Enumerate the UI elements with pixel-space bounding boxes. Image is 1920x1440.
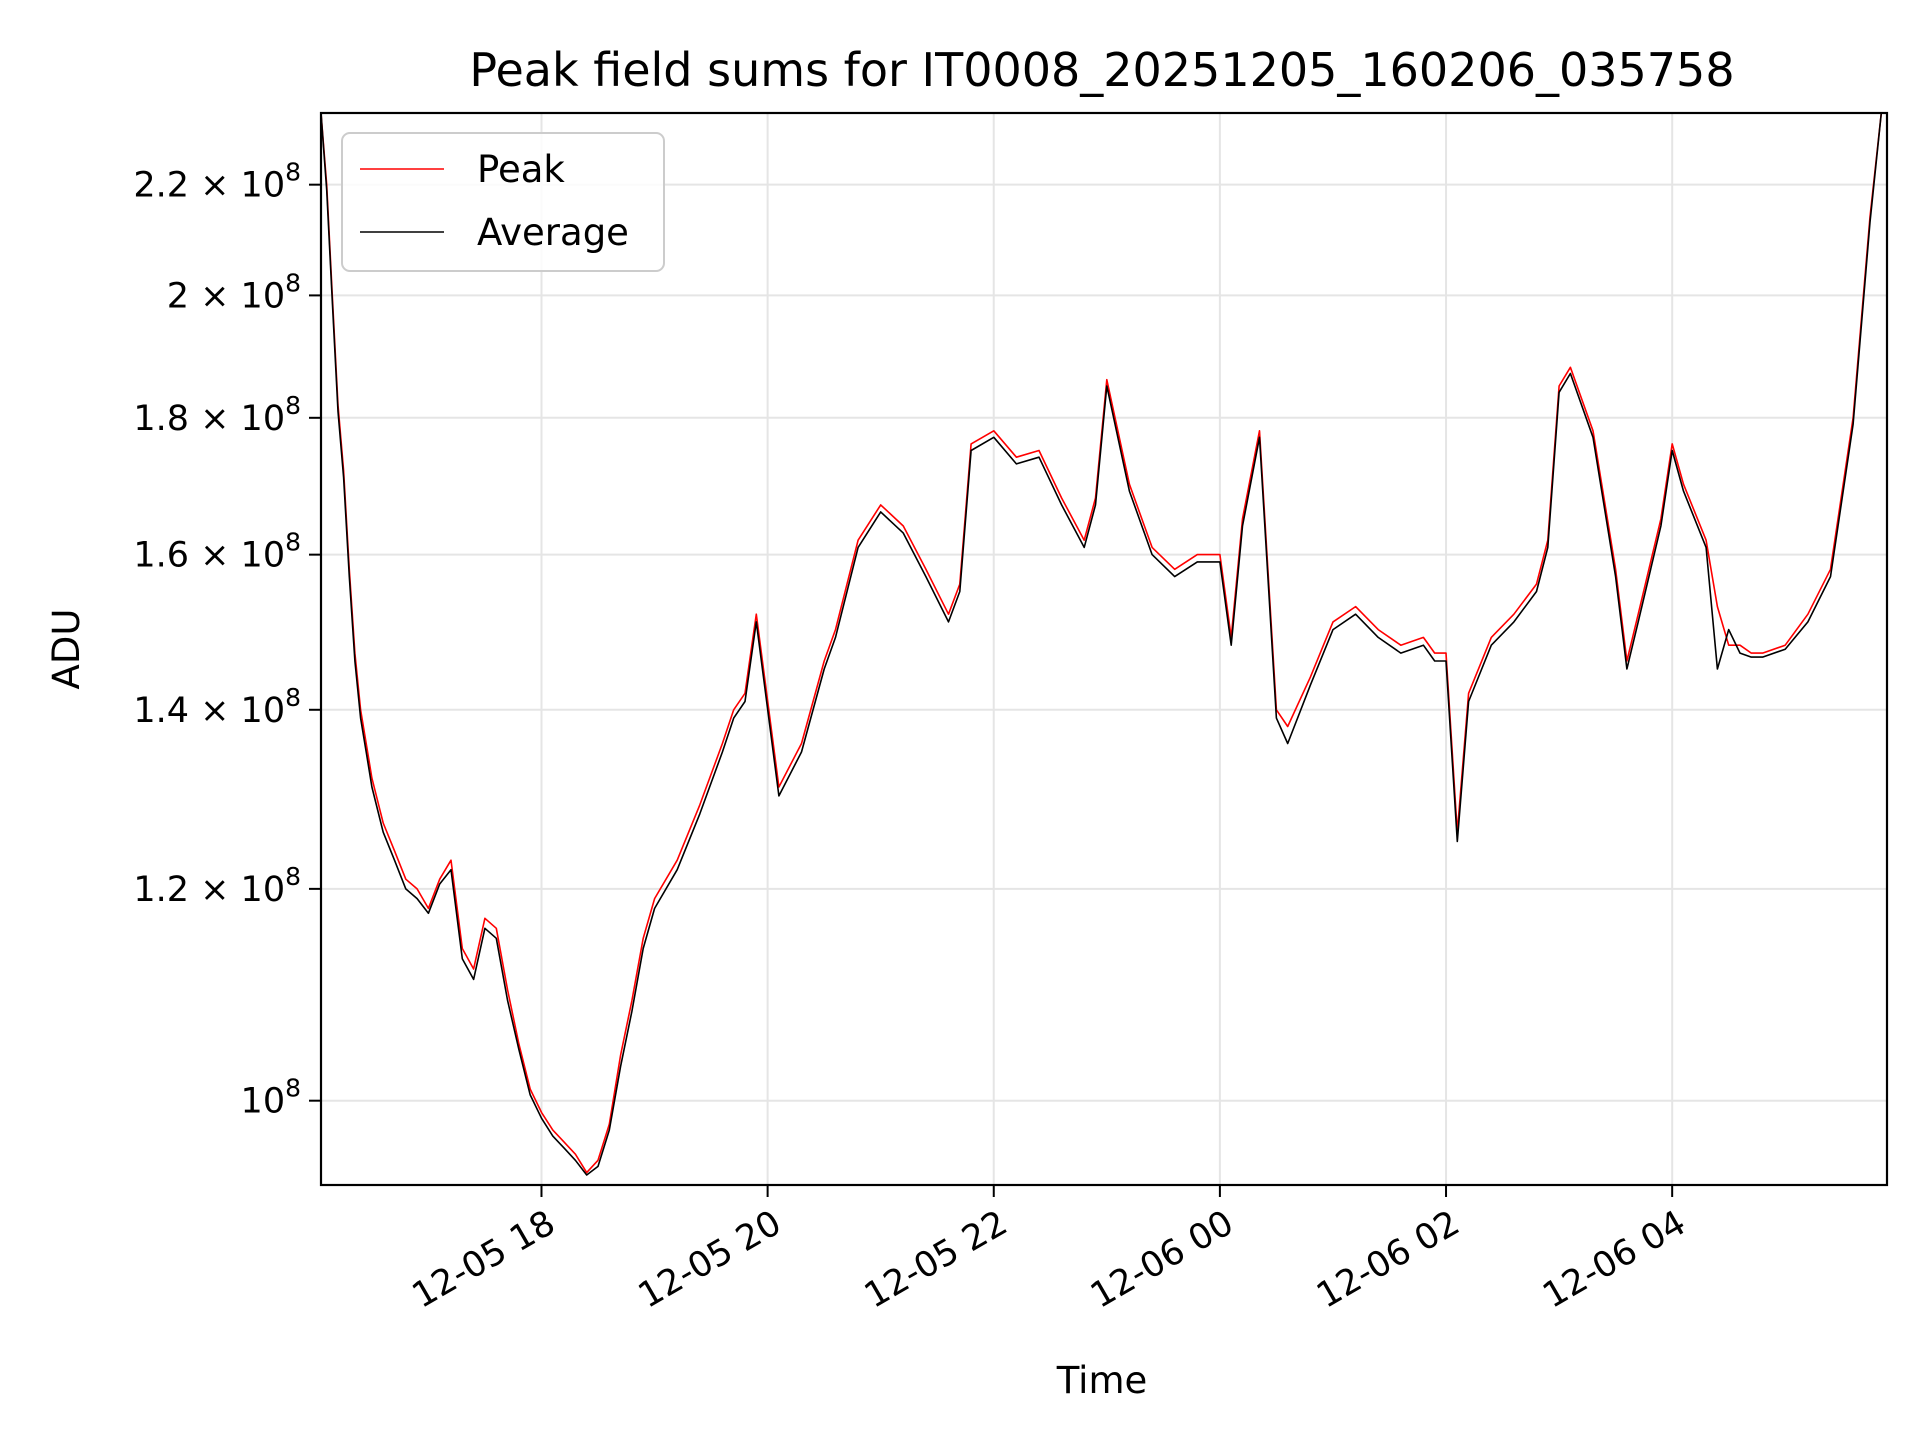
- y-tick-label-6: 2.2 × 108: [133, 158, 301, 206]
- series-peak-line: [321, 113, 1883, 1174]
- plot-frame: [319, 111, 1889, 1187]
- x-tick-label-0: 12-05 18: [406, 1203, 562, 1316]
- grid-lines: [321, 113, 1887, 1185]
- series-layer: [321, 113, 1883, 1176]
- legend-average-label: Average: [477, 211, 629, 254]
- chart-title: Peak field sums for IT0008_20251205_1602…: [469, 43, 1734, 97]
- y-tick-label-5: 2 × 108: [167, 268, 301, 316]
- y-tick-label-2: 1.4 × 108: [133, 683, 301, 731]
- legend: Peak Average: [341, 132, 665, 272]
- y-tick-label-1: 1.2 × 108: [133, 862, 301, 910]
- series-average-line: [321, 113, 1883, 1176]
- y-tick-label-3: 1.6 × 108: [133, 528, 301, 576]
- x-tick-label-3: 12-06 00: [1084, 1203, 1240, 1316]
- x-tick-label-4: 12-06 02: [1310, 1203, 1466, 1316]
- y-axis-label: ADU: [45, 609, 88, 690]
- y-axis: 108 1.2 × 108 1.4 × 108 1.6 × 108 1.8 × 108 2…: [133, 158, 321, 1122]
- legend-box: [341, 132, 665, 272]
- x-axis: 12-05 18 12-05 20 12-05 22 12-06 00 12-06 02…: [406, 1185, 1693, 1316]
- legend-peak-label: Peak: [477, 148, 565, 191]
- x-tick-label-5: 12-06 04: [1536, 1203, 1692, 1316]
- x-tick-label-2: 12-05 22: [858, 1203, 1014, 1316]
- x-axis-label: Time: [1056, 1359, 1148, 1402]
- x-tick-label-1: 12-05 20: [632, 1203, 788, 1316]
- y-tick-label-0: 108: [241, 1074, 301, 1122]
- y-tick-label-4: 1.8 × 108: [133, 391, 301, 439]
